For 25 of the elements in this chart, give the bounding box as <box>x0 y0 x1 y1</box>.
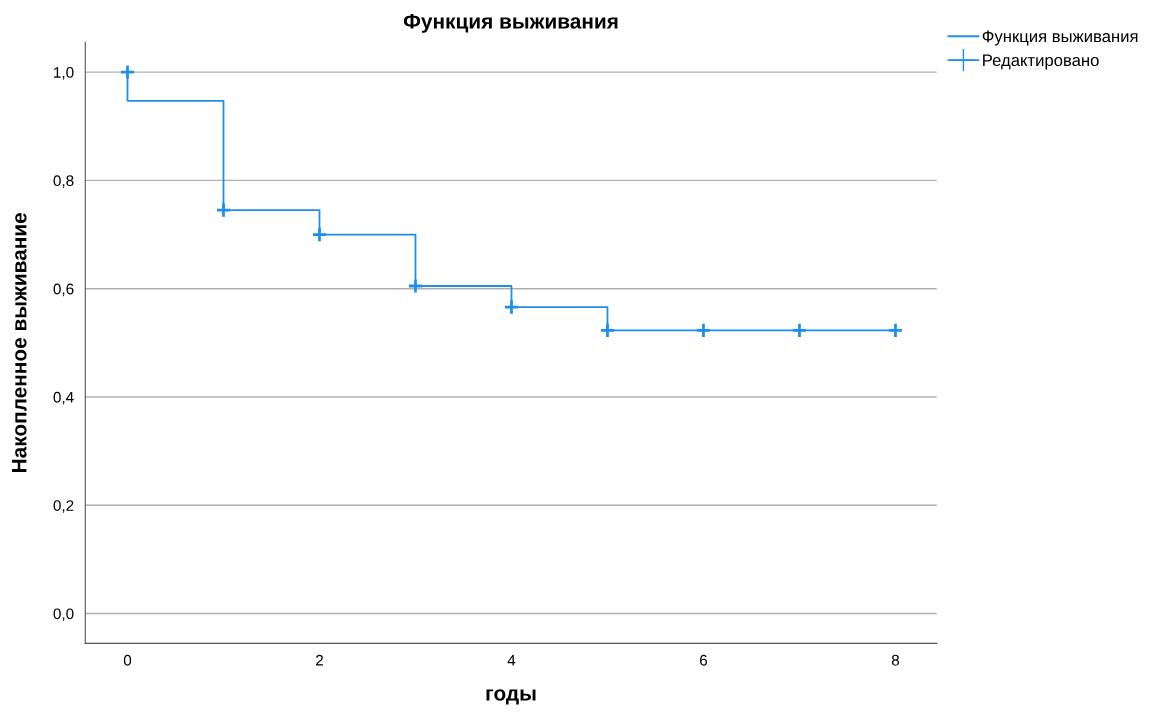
x-tick-label: 6 <box>700 654 708 666</box>
point <box>407 278 424 294</box>
x-tick-label: 8 <box>891 654 900 666</box>
y-axis-title: Накопленное выживание <box>12 212 27 473</box>
y-tick-label: 0,2 <box>53 500 74 513</box>
point <box>311 226 328 243</box>
legend-label: Функция выживания <box>982 30 1138 46</box>
point <box>215 202 232 219</box>
x-axis-title: годы <box>486 689 536 705</box>
y-tick-label: 0,0 <box>53 608 74 622</box>
chart-title: Функция выживания <box>403 14 618 33</box>
point <box>119 64 136 81</box>
y-tick-label: 0,4 <box>53 391 74 405</box>
legend-label: Редактировано <box>983 54 1099 70</box>
point <box>791 322 808 339</box>
x-tick-label: 0 <box>123 654 132 666</box>
y-tick-label: 1,0 <box>54 67 74 80</box>
x-tick-label: 2 <box>316 654 323 666</box>
x-tick-label: 4 <box>507 655 516 666</box>
y-tick-label: 0,8 <box>53 175 74 188</box>
point <box>887 322 904 339</box>
y-tick-label: 0,6 <box>53 283 74 297</box>
point <box>503 299 520 316</box>
point <box>695 322 712 339</box>
point <box>599 322 616 339</box>
